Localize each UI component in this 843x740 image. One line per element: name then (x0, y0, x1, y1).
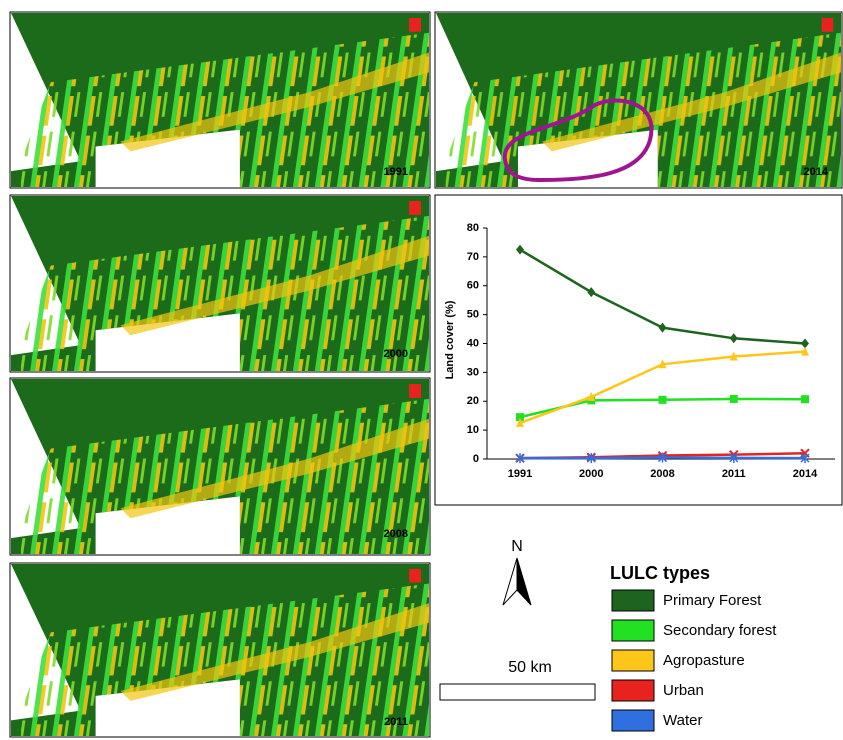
legend-label: Secondary forest (663, 622, 777, 639)
y-tick-label: 0 (473, 453, 479, 465)
legend-title: LULC types (610, 563, 710, 583)
legend-label: Urban (663, 682, 704, 699)
legend-swatch (612, 620, 654, 641)
map-year: 2008 (384, 528, 408, 540)
legend-swatch (612, 650, 654, 671)
y-tick-label: 70 (467, 251, 479, 263)
map (11, 564, 429, 736)
y-tick-label: 20 (467, 395, 479, 407)
y-tick-label: 50 (467, 309, 479, 321)
map-year: 2011 (384, 716, 408, 728)
marker (659, 396, 667, 404)
legend-swatch (612, 710, 654, 731)
legend-label: Primary Forest (663, 592, 762, 609)
legend-label: Water (663, 712, 702, 729)
x-tick-label: 2008 (650, 468, 674, 480)
map (11, 379, 429, 554)
y-tick-label: 10 (467, 424, 479, 436)
map-year: 1991 (384, 166, 408, 178)
x-tick-label: 2011 (722, 468, 746, 480)
y-axis-label: Land cover (%) (444, 300, 456, 379)
marker (730, 395, 738, 403)
map (11, 13, 429, 187)
y-tick-label: 80 (467, 222, 479, 234)
y-tick-label: 30 (467, 366, 479, 378)
y-tick-label: 60 (467, 280, 479, 292)
scale-label: 50 km (508, 659, 552, 676)
x-tick-label: 2014 (793, 468, 818, 480)
y-tick-label: 40 (467, 337, 479, 349)
arrow-half (517, 558, 531, 605)
scale-bar (440, 684, 595, 700)
marker (801, 395, 809, 403)
x-tick-label: 1991 (508, 468, 532, 480)
map (11, 196, 429, 371)
map-year: 2000 (384, 348, 408, 360)
legend-swatch (612, 680, 654, 701)
map-year: 2014 (804, 166, 829, 178)
x-tick-label: 2000 (579, 468, 603, 480)
north-arrow: N (503, 538, 531, 605)
north-label: N (511, 538, 523, 555)
arrow-half (503, 558, 517, 605)
figure: 1991 2014 2000 2008 2011 Land cover (%) … (0, 0, 843, 740)
legend-swatch (612, 590, 654, 611)
legend-label: Agropasture (663, 652, 745, 669)
